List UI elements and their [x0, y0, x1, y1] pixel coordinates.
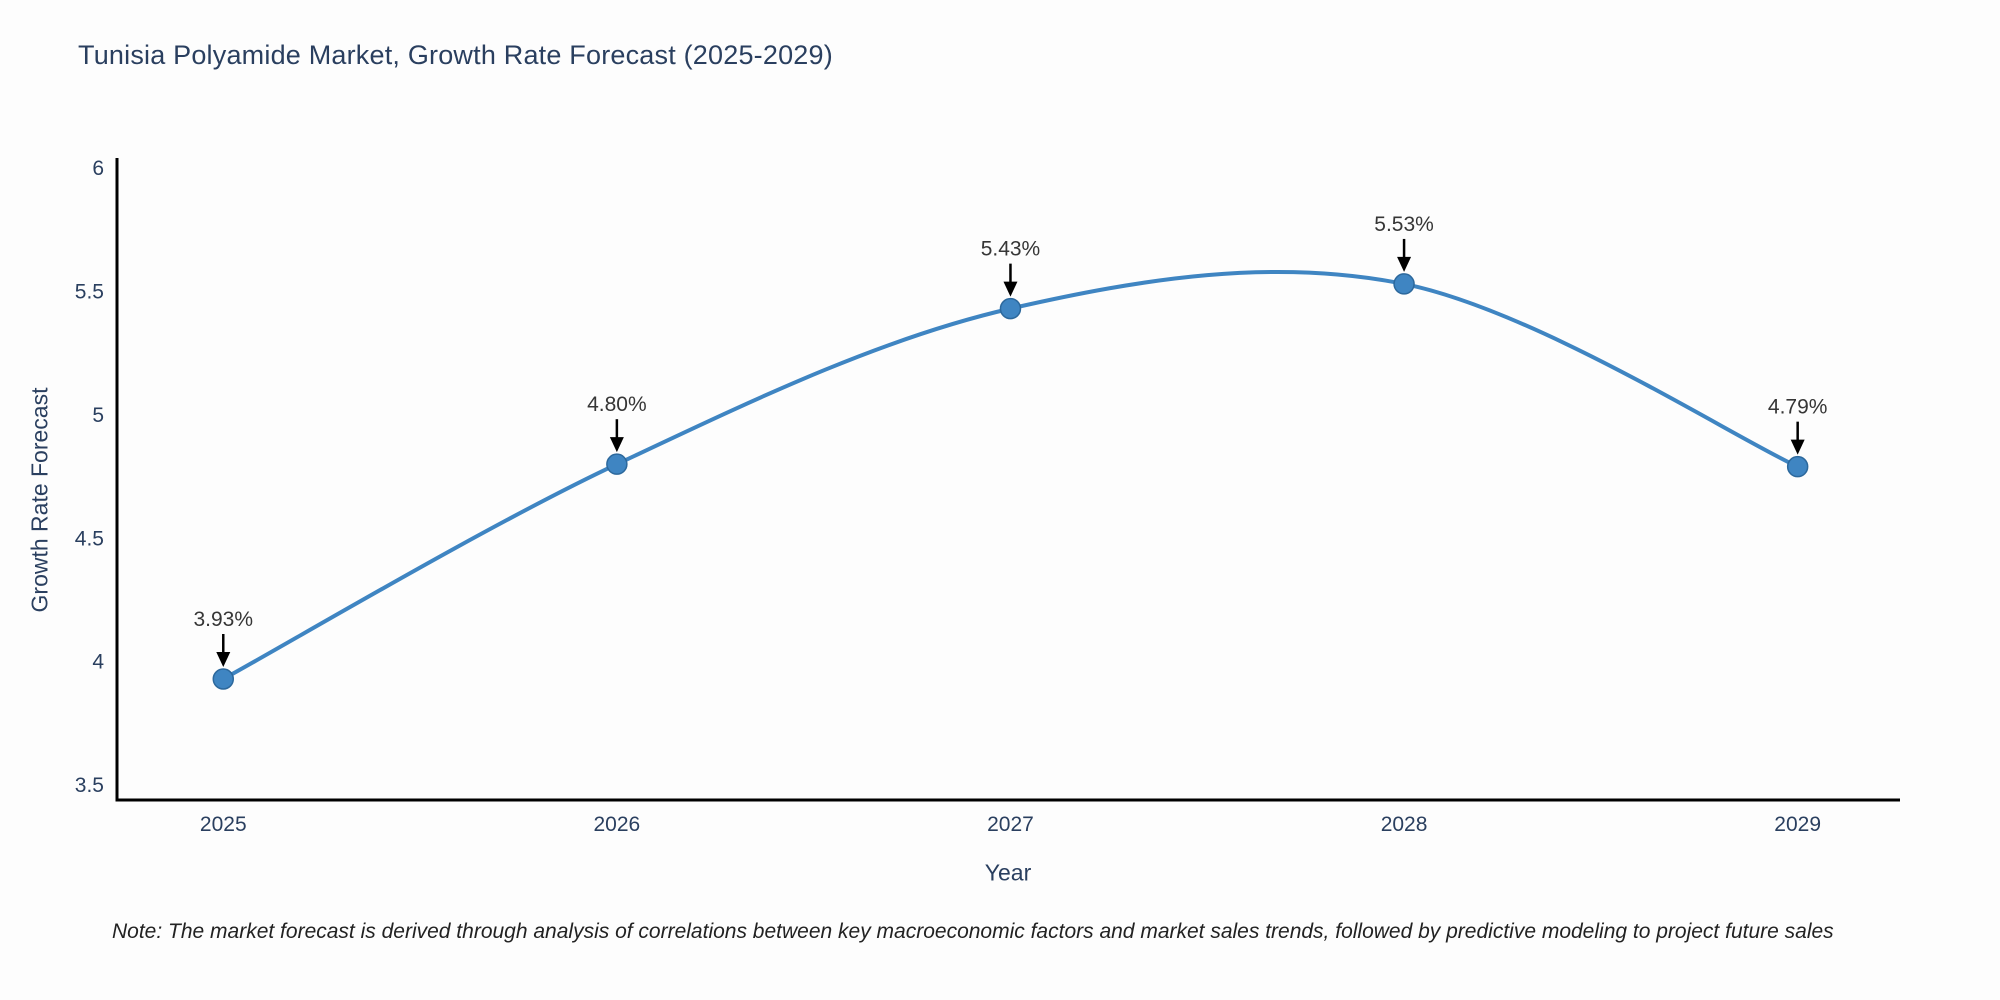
x-tick-label: 2027	[987, 813, 1034, 836]
annotation-arrow-head	[1397, 256, 1412, 272]
forecast-line	[221, 269, 1800, 682]
y-tick-label: 4	[92, 651, 104, 674]
axis-lines	[115, 158, 1900, 802]
annotation-arrow-head	[609, 437, 624, 453]
chart-title: Tunisia Polyamide Market, Growth Rate Fo…	[78, 40, 833, 70]
x-tick-label: 2029	[1774, 813, 1821, 836]
point-annotation-label: 3.93%	[193, 608, 253, 631]
x-axis-title: Year	[984, 859, 1032, 886]
point-annotation-label: 4.80%	[587, 393, 647, 416]
data-point-marker	[606, 453, 628, 475]
y-tick-label: 5	[92, 404, 104, 427]
data-point-marker	[1393, 273, 1415, 295]
annotation-arrow-head	[216, 652, 231, 668]
y-tick-label: 4.5	[75, 527, 104, 550]
point-annotation-label: 5.53%	[1374, 213, 1434, 236]
y-axis-title: Growth Rate Forecast	[26, 387, 53, 613]
data-point-marker	[999, 297, 1022, 320]
footnote: Note: The market forecast is derived thr…	[112, 920, 1834, 943]
data-point-marker	[1786, 455, 1809, 478]
point-annotation-label: 4.79%	[1768, 396, 1828, 419]
data-point-marker	[212, 668, 235, 690]
annotation-arrow-head	[1790, 439, 1805, 455]
x-tick-label: 2028	[1381, 813, 1428, 836]
point-annotation-label: 5.43%	[981, 238, 1041, 261]
y-tick-label: 3.5	[75, 774, 104, 797]
y-tick-label: 5.5	[75, 280, 104, 303]
y-tick-label: 6	[92, 157, 104, 180]
x-tick-label: 2025	[200, 813, 247, 836]
x-tick-label: 2026	[594, 813, 641, 836]
annotation-arrow-head	[1003, 281, 1018, 297]
